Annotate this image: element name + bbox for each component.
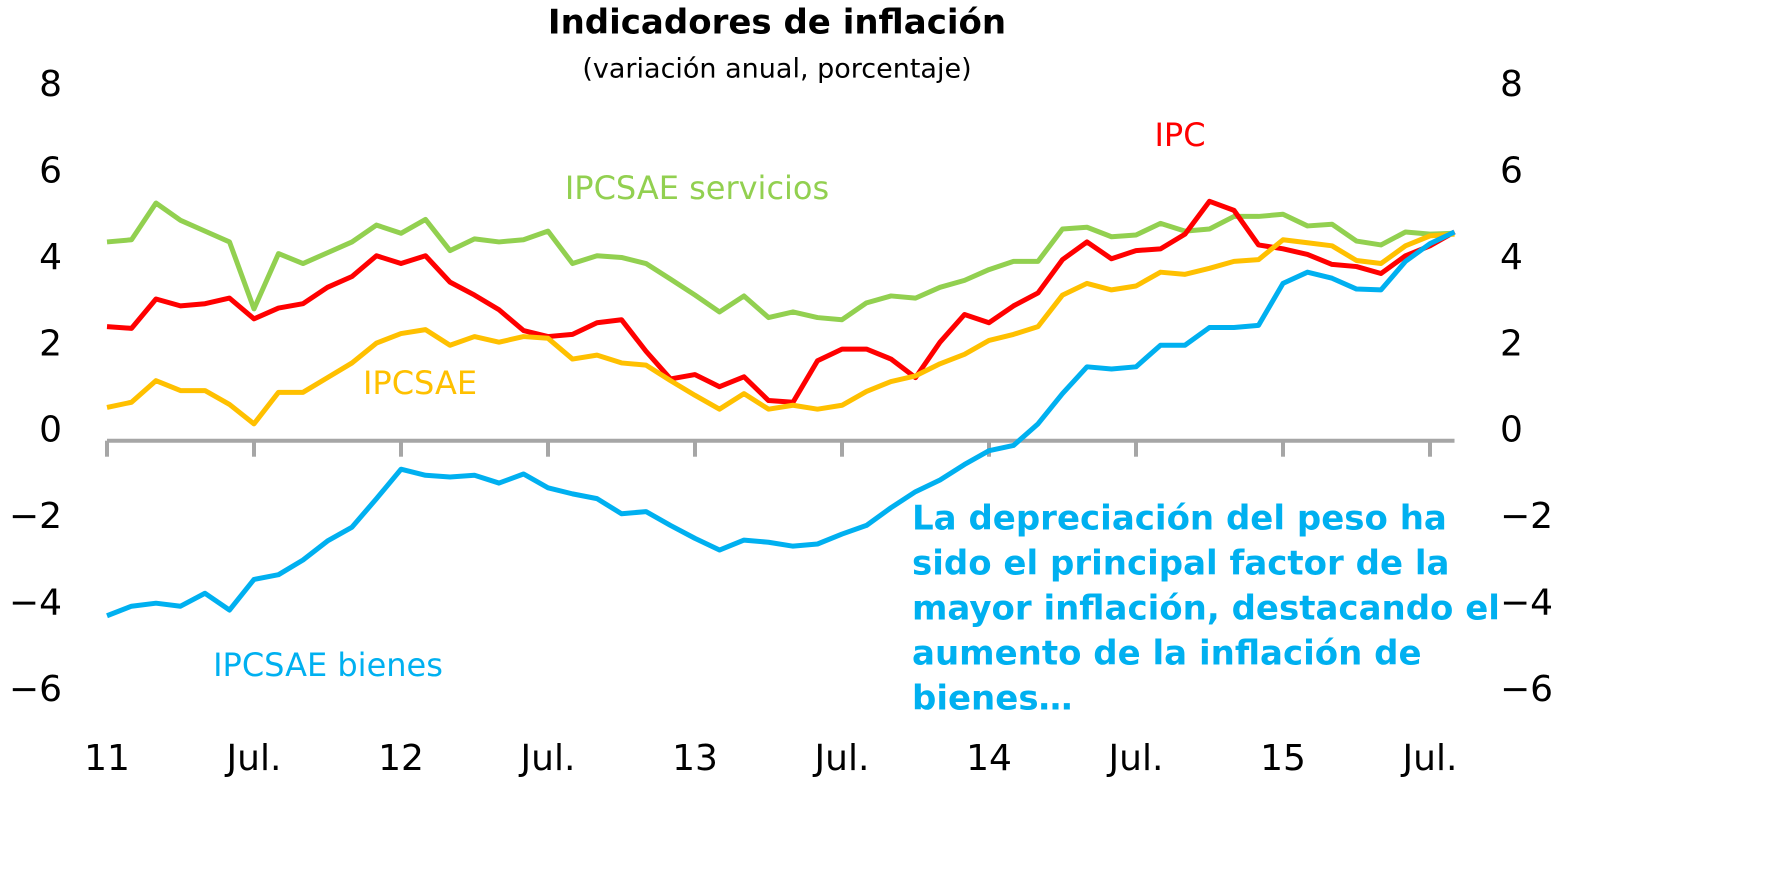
y2-tick-label: 0 [1500, 410, 1523, 451]
series-label: IPCSAE servicios [565, 169, 829, 207]
series-label: IPCSAE [363, 364, 477, 402]
annotation-text: aumento de la inflación de [912, 634, 1422, 674]
series-line [106, 198, 1456, 405]
y-tick-label: −2 [9, 496, 62, 537]
chart-subtitle: (variación anual, porcentaje) [582, 54, 971, 85]
y2-tick-label: 2 [1500, 323, 1523, 364]
y-tick-label: 6 [39, 150, 62, 191]
series-line [106, 231, 1455, 427]
annotation-text: La depreciación del peso ha [912, 499, 1447, 539]
y-tick-label: −4 [9, 583, 62, 624]
annotation-text: bienes… [912, 679, 1073, 719]
y-tick-label: 4 [39, 237, 62, 278]
x-tick-label: Jul. [1107, 738, 1164, 779]
x-tick-label: 14 [966, 738, 1012, 779]
series-line [106, 229, 1456, 619]
y-tick-label: 8 [39, 64, 62, 105]
x-tick-label: 15 [1260, 738, 1306, 779]
y2-tick-label: 8 [1500, 64, 1523, 105]
x-tick-label: 13 [672, 738, 718, 779]
y2-tick-label: 6 [1500, 150, 1523, 191]
y2-tick-label: −4 [1500, 583, 1553, 624]
annotation-text: mayor inflación, destacando el [912, 589, 1500, 629]
x-tick-label: Jul. [225, 738, 282, 779]
x-tick-label: Jul. [519, 738, 576, 779]
x-tick-label: 12 [378, 738, 424, 779]
x-tick-label: Jul. [813, 738, 870, 779]
y-tick-label: 2 [39, 323, 62, 364]
annotation-text: sido el principal factor de la [912, 544, 1449, 584]
y-tick-label: 0 [39, 410, 62, 451]
y2-tick-label: 4 [1500, 237, 1523, 278]
series-label: IPCSAE bienes [213, 646, 443, 684]
chart-title: Indicadores de inflación [548, 3, 1006, 43]
x-tick-label: Jul. [1401, 738, 1458, 779]
series-line [106, 200, 1455, 323]
x-tick-label: 11 [84, 738, 130, 779]
series-label: IPC [1154, 116, 1205, 154]
y2-tick-label: −6 [1500, 669, 1553, 710]
y-tick-label: −6 [9, 669, 62, 710]
y2-tick-label: −2 [1500, 496, 1553, 537]
